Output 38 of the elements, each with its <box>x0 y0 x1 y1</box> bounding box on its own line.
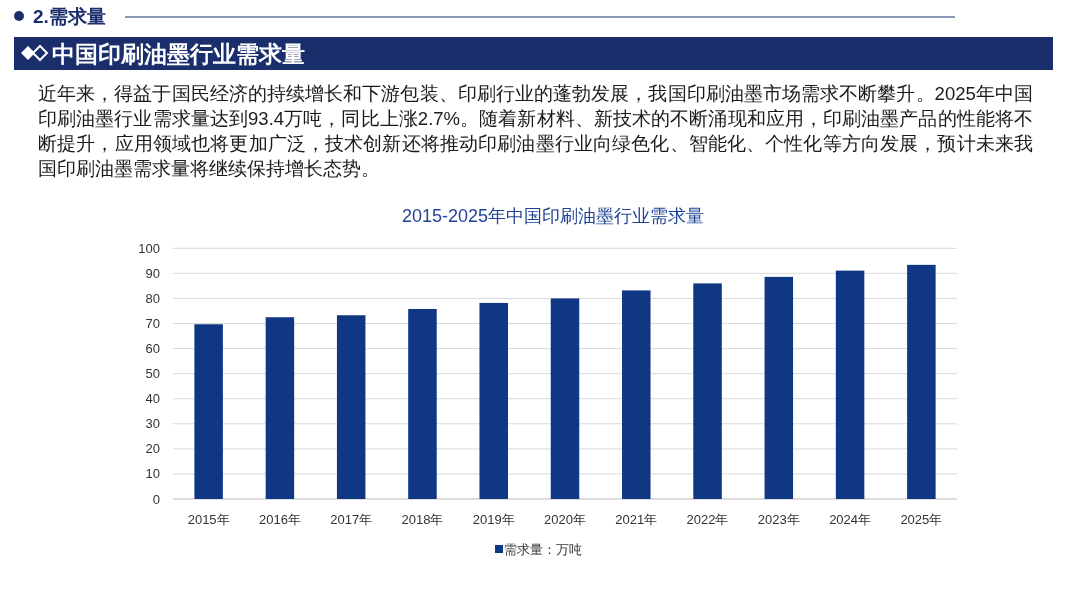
bar <box>764 276 794 499</box>
y-tick-label: 80 <box>145 290 160 306</box>
text: 近年来，得益于国民经济的持续增长和下游包装、印刷行业的蓬勃发展，我国印刷油墨市场需求不断攀升。2025年中国印刷油墨行业需求量达到93.4万吨，同比上涨2.7%。随着新材料、新技术的不断涌现和应用，印刷油墨产品的性能将不断提升，应用领域也将更加广泛，技术创新还将推动印刷油墨行业向绿色化、智能化、个性化等方向发展，预计未来我国印刷油墨需求量将继续保持增长态势。 <box>38 82 1033 181</box>
x-tick-label: 2024年 <box>829 512 872 527</box>
bar <box>835 270 865 499</box>
x-tick-label: 2022年 <box>686 512 729 527</box>
y-tick-label: 40 <box>145 391 160 407</box>
bar <box>408 308 437 499</box>
bar <box>265 317 295 499</box>
x-tick-label: 2017年 <box>330 512 373 527</box>
bar <box>907 264 936 499</box>
y-tick-label: 90 <box>145 265 160 281</box>
bar <box>622 290 651 499</box>
bar <box>479 302 508 499</box>
x-tick-label: 2015年 <box>187 512 230 527</box>
chart-title: 2015-2025年中国印刷油墨行业需求量 <box>401 206 705 226</box>
text: 中国印刷油墨行业需求量 <box>52 41 305 67</box>
y-tick-label: 20 <box>145 441 160 457</box>
bar <box>336 315 366 499</box>
bar <box>194 324 223 499</box>
y-tick-label: 100 <box>138 240 160 256</box>
x-tick-label: 2020年 <box>544 512 586 527</box>
x-tick-label: 2021年 <box>615 512 658 527</box>
bar <box>693 283 722 499</box>
y-tick-label: 10 <box>145 466 160 482</box>
y-tick-label: 60 <box>145 341 160 357</box>
x-tick-label: 2018年 <box>401 512 444 527</box>
y-tick-label: 50 <box>145 366 160 382</box>
y-tick-label: 30 <box>145 416 160 432</box>
y-tick-label: 0 <box>152 491 160 507</box>
text: 2.需求量 <box>33 6 106 27</box>
x-tick-label: 2025年 <box>900 512 943 527</box>
x-tick-label: 2016年 <box>258 512 301 527</box>
bar <box>550 298 580 499</box>
y-tick-label: 70 <box>145 316 160 332</box>
legend-label: 需求量：万吨 <box>504 541 582 557</box>
x-tick-label: 2023年 <box>757 512 800 527</box>
x-tick-label: 2019年 <box>472 512 515 527</box>
